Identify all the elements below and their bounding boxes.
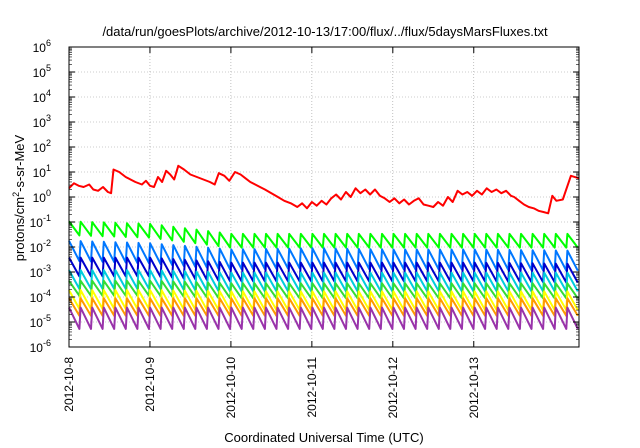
x-tick-label: 2012-10-9 bbox=[143, 357, 157, 412]
x-tick-label: 2012-10-8 bbox=[62, 357, 76, 412]
y-tick-exp: -4 bbox=[43, 288, 51, 298]
y-tick-exp: 5 bbox=[46, 63, 51, 73]
series-line-1 bbox=[68, 220, 579, 249]
y-axis-label: protons/cm2-s-sr-MeV bbox=[11, 134, 27, 261]
y-tick-base: 10 bbox=[33, 141, 47, 155]
y-tick-label: 105 bbox=[33, 63, 51, 80]
series-line-2 bbox=[68, 240, 579, 272]
series-line-4 bbox=[68, 269, 579, 293]
x-tick-label: 2012-10-11 bbox=[305, 357, 319, 418]
y-tick-base: 10 bbox=[30, 341, 44, 355]
data-series bbox=[68, 164, 580, 330]
y-tick-base: 10 bbox=[30, 291, 44, 305]
y-tick-exp: 4 bbox=[46, 88, 51, 98]
y-tick-exp: 2 bbox=[46, 138, 51, 148]
y-tick-exp: -3 bbox=[43, 263, 51, 273]
x-tick-label: 2012-10-10 bbox=[224, 357, 238, 419]
y-tick-base: 10 bbox=[30, 216, 44, 230]
y-tick-base: 10 bbox=[33, 41, 47, 55]
x-axis-ticks: 2012-10-8 2012-10-9 2012-10-10 2012-10-11 20… bbox=[62, 47, 481, 418]
y-tick-exp: 0 bbox=[46, 188, 51, 198]
y-axis-label-rest: -s-sr-MeV bbox=[12, 134, 27, 191]
x-tick-label: 2012-10-13 bbox=[467, 357, 481, 419]
y-tick-base: 10 bbox=[30, 241, 44, 255]
x-axis-label: Coordinated Universal Time (UTC) bbox=[224, 430, 423, 445]
y-tick-label: 10-4 bbox=[30, 288, 51, 305]
y-tick-label: 10-3 bbox=[30, 263, 51, 280]
y-tick-label: 100 bbox=[33, 188, 51, 205]
y-tick-exp: 3 bbox=[46, 113, 51, 123]
chart-title: /data/run/goesPlots/archive/2012-10-13/1… bbox=[102, 24, 548, 39]
series-line-8 bbox=[68, 306, 579, 330]
y-tick-exp: 6 bbox=[46, 38, 51, 48]
y-tick-base: 10 bbox=[33, 191, 47, 205]
y-tick-exp: -2 bbox=[43, 238, 51, 248]
y-tick-base: 10 bbox=[33, 116, 47, 130]
y-tick-exp: -6 bbox=[43, 338, 51, 348]
y-tick-label: 106 bbox=[33, 38, 51, 55]
y-tick-label: 10-5 bbox=[30, 313, 51, 330]
y-tick-label: 10-1 bbox=[30, 213, 51, 230]
series-line-0 bbox=[68, 164, 580, 215]
y-tick-label: 10-2 bbox=[30, 238, 51, 255]
y-tick-label: 10-6 bbox=[30, 338, 51, 355]
y-tick-exp: -5 bbox=[43, 313, 51, 323]
y-tick-exp: 1 bbox=[46, 163, 51, 173]
y-tick-label: 102 bbox=[33, 138, 51, 155]
y-axis-label-sup: 2 bbox=[11, 192, 21, 197]
y-tick-exp: -1 bbox=[43, 213, 51, 223]
y-tick-label: 103 bbox=[33, 113, 51, 130]
y-tick-base: 10 bbox=[30, 266, 44, 280]
y-axis-label-main: protons/cm bbox=[12, 197, 27, 261]
y-tick-base: 10 bbox=[33, 166, 47, 180]
x-tick-label: 2012-10-12 bbox=[386, 357, 400, 419]
y-tick-base: 10 bbox=[30, 316, 44, 330]
y-tick-base: 10 bbox=[33, 91, 47, 105]
y-tick-label: 104 bbox=[33, 88, 51, 105]
y-tick-base: 10 bbox=[33, 66, 47, 80]
y-tick-label: 101 bbox=[33, 163, 51, 180]
